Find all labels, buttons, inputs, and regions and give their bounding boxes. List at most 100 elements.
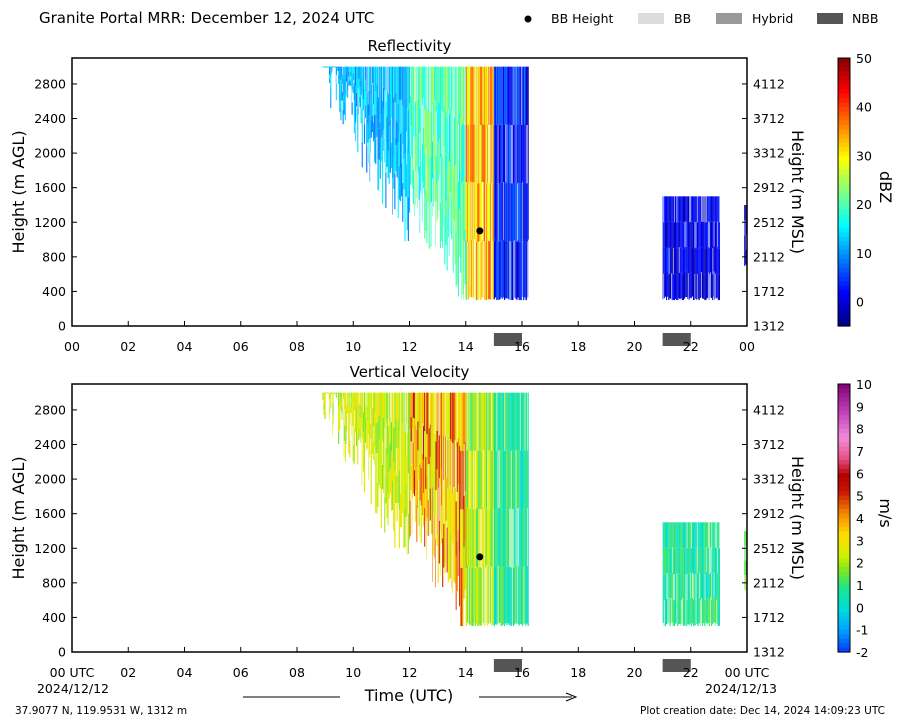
echo-cell	[489, 66, 491, 125]
echo-cell	[380, 66, 382, 91]
echo-cell	[475, 125, 477, 184]
echo-cell	[687, 196, 689, 222]
echo-cell	[425, 392, 427, 425]
echo-cell	[411, 97, 413, 128]
echo-cell	[669, 522, 671, 549]
echo-cell	[363, 105, 365, 125]
echo-cell	[387, 459, 389, 493]
x-tick-label: 06	[233, 339, 249, 354]
echo-cell	[437, 179, 439, 218]
echo-cell	[461, 509, 463, 568]
echo-cell	[676, 248, 678, 275]
echo-cell	[708, 574, 710, 601]
echo-cell	[715, 573, 717, 600]
y-tick-label: 2800	[34, 76, 66, 91]
echo-cell	[358, 392, 359, 405]
echo-cell	[700, 272, 702, 298]
echo-cell	[393, 66, 395, 98]
colorbar-segment	[838, 218, 850, 224]
echo-cell	[487, 241, 489, 300]
echo-cell	[526, 450, 528, 509]
echo-cell	[410, 392, 412, 418]
echo-cell	[669, 221, 671, 248]
y-tick-label: 1600	[34, 506, 66, 521]
echo-cell	[502, 508, 504, 567]
colorbar-segment	[838, 156, 850, 162]
echo-cell	[699, 221, 701, 248]
echo-cell	[360, 94, 362, 109]
colorbar-segment	[838, 477, 850, 483]
echo-cell	[675, 547, 677, 573]
echo-cell	[442, 202, 444, 248]
echo-cell	[466, 183, 468, 242]
echo-cell	[436, 66, 438, 106]
echo-cell	[711, 221, 713, 248]
colorbar-segment	[838, 424, 850, 430]
echo-cell	[437, 104, 439, 143]
echo-cell	[713, 572, 714, 598]
echo-cell	[508, 566, 510, 625]
echo-cell	[479, 240, 480, 299]
echo-cell	[442, 392, 444, 442]
echo-cell	[418, 66, 420, 100]
echo-cell	[520, 66, 522, 125]
colorbar-segment	[838, 133, 850, 139]
echo-cell	[399, 133, 402, 168]
echo-cell	[514, 66, 516, 125]
echo-cell	[707, 572, 709, 598]
echo-cell	[469, 392, 470, 451]
echo-cell	[744, 545, 745, 561]
echo-cell	[523, 566, 524, 625]
echo-cell	[689, 522, 691, 548]
echo-cell	[517, 66, 519, 125]
echo-cell	[518, 392, 520, 451]
echo-cell	[428, 203, 430, 249]
echo-cell	[484, 66, 486, 125]
echo-cell	[459, 209, 461, 257]
echo-cell	[510, 125, 512, 184]
echo-cell	[365, 66, 367, 80]
echo-cell	[418, 392, 420, 426]
echo-cell	[478, 392, 480, 451]
echo-cell	[441, 505, 443, 544]
echo-cell	[680, 247, 682, 273]
echo-cell	[718, 222, 720, 249]
echo-cell	[504, 66, 506, 125]
echo-cell	[709, 547, 711, 573]
echo-cell	[416, 429, 418, 468]
echo-cell	[414, 444, 416, 471]
echo-cell	[525, 66, 527, 125]
echo-cell	[445, 66, 447, 112]
echo-cell	[390, 142, 393, 169]
echo-cell	[410, 465, 412, 491]
echo-cell	[475, 566, 477, 624]
echo-cell	[490, 66, 492, 125]
echo-cell	[334, 393, 336, 394]
echo-cell	[335, 83, 337, 92]
nbb-period-bar	[493, 659, 522, 672]
echo-cell	[480, 241, 482, 301]
echo-cell	[434, 167, 436, 202]
echo-cell	[427, 428, 429, 465]
echo-cell	[356, 432, 358, 447]
echo-cell	[371, 423, 373, 439]
echo-cell	[379, 392, 381, 417]
echo-cell	[525, 567, 527, 626]
echo-cell	[438, 478, 440, 521]
colorbar-segment	[838, 58, 850, 64]
echo-cell	[520, 450, 522, 509]
echo-cell	[366, 66, 367, 94]
echo-cell	[695, 247, 697, 274]
echo-cell	[344, 93, 346, 108]
colorbar-segment	[838, 464, 850, 470]
echo-cell	[389, 468, 391, 494]
echo-cell	[446, 392, 448, 438]
echo-cell	[424, 431, 426, 470]
echo-cell	[452, 168, 454, 220]
echo-cell	[713, 196, 715, 222]
echo-cell	[331, 66, 333, 69]
echo-cell	[690, 247, 692, 273]
echo-cell	[407, 432, 409, 474]
echo-cell	[524, 565, 526, 624]
